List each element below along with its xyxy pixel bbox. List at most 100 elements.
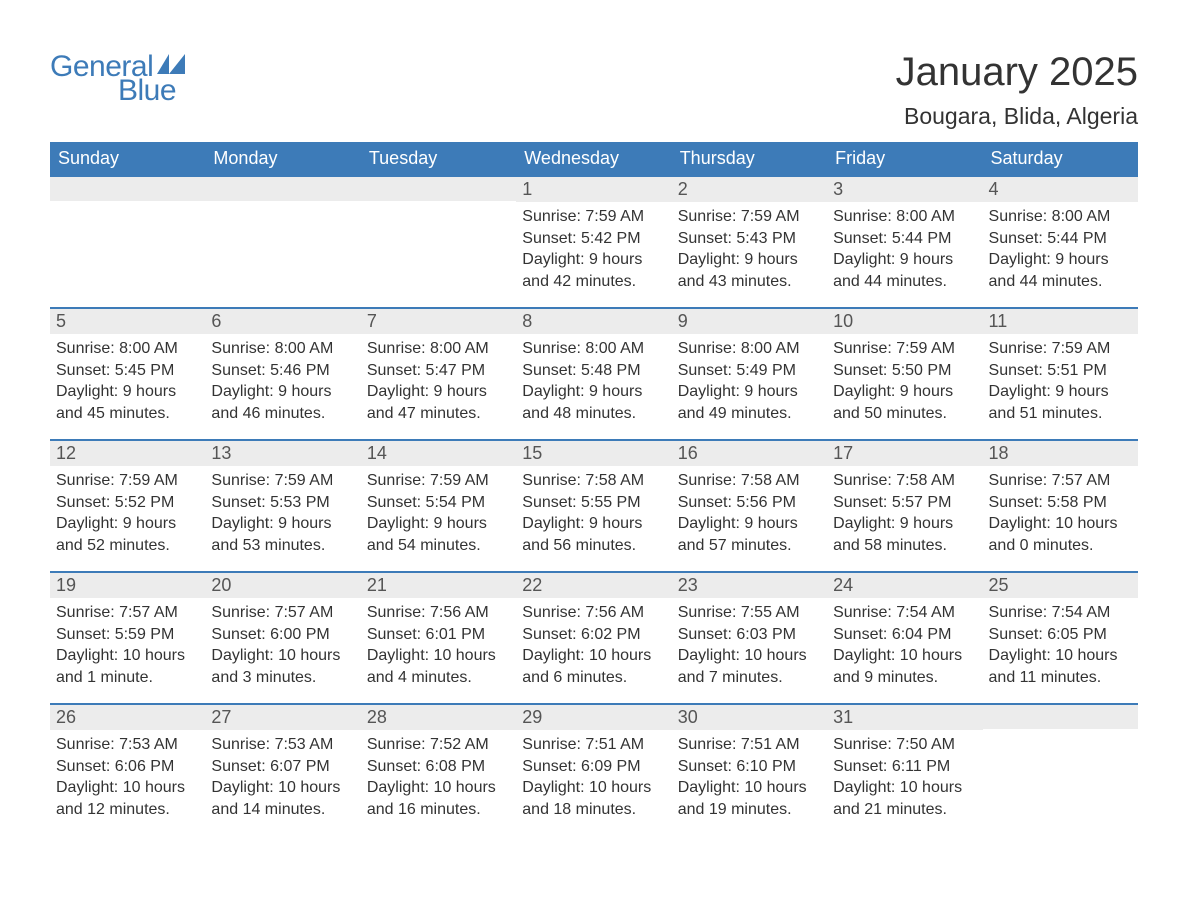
- day-number: 10: [827, 307, 982, 334]
- sunrise-line: Sunrise: 7:50 AM: [833, 734, 976, 756]
- daylight-line: Daylight: 9 hours and 50 minutes.: [833, 381, 976, 424]
- day-detail: Sunrise: 8:00 AMSunset: 5:46 PMDaylight:…: [205, 334, 360, 430]
- sunrise-line: Sunrise: 7:59 AM: [56, 470, 199, 492]
- calendar-day-cell: [983, 703, 1138, 835]
- sunset-line: Sunset: 5:57 PM: [833, 492, 976, 514]
- day-detail: Sunrise: 7:54 AMSunset: 6:05 PMDaylight:…: [983, 598, 1138, 694]
- sunrise-line: Sunrise: 7:58 AM: [522, 470, 665, 492]
- day-detail: Sunrise: 7:59 AMSunset: 5:51 PMDaylight:…: [983, 334, 1138, 430]
- sunset-line: Sunset: 6:03 PM: [678, 624, 821, 646]
- day-detail: Sunrise: 7:59 AMSunset: 5:50 PMDaylight:…: [827, 334, 982, 430]
- daylight-line: Daylight: 10 hours and 3 minutes.: [211, 645, 354, 688]
- calendar-day-cell: 16 Sunrise: 7:58 AMSunset: 5:56 PMDayligh…: [672, 439, 827, 571]
- calendar-day-cell: 14Sunrise: 7:59 AMSunset: 5:54 PMDayligh…: [361, 439, 516, 571]
- daylight-line: Daylight: 10 hours and 18 minutes.: [522, 777, 665, 820]
- sunset-line: Sunset: 6:10 PM: [678, 756, 821, 778]
- day-number: 16: [672, 439, 827, 466]
- sunset-line: Sunset: 5:49 PM: [678, 360, 821, 382]
- day-detail: Sunrise: 7:59 AMSunset: 5:53 PMDaylight:…: [205, 466, 360, 562]
- daylight-line: Daylight: 10 hours and 14 minutes.: [211, 777, 354, 820]
- daylight-line: Daylight: 9 hours and 42 minutes.: [522, 249, 665, 292]
- day-detail: Sunrise: 7:59 AMSunset: 5:54 PMDaylight:…: [361, 466, 516, 562]
- calendar-day-cell: 12Sunrise: 7:59 AMSunset: 5:52 PMDayligh…: [50, 439, 205, 571]
- calendar-day-cell: 22Sunrise: 7:56 AMSunset: 6:02 PMDayligh…: [516, 571, 671, 703]
- calendar-day-cell: 4Sunrise: 8:00 AMSunset: 5:44 PMDaylight…: [983, 175, 1138, 307]
- logo-text-blue: Blue: [118, 74, 176, 108]
- sunrise-line: Sunrise: 7:57 AM: [989, 470, 1132, 492]
- day-detail: Sunrise: 8:00 AMSunset: 5:49 PMDaylight:…: [672, 334, 827, 430]
- calendar-day-cell: 13Sunrise: 7:59 AMSunset: 5:53 PMDayligh…: [205, 439, 360, 571]
- day-number: 14: [361, 439, 516, 466]
- day-number: 22: [516, 571, 671, 598]
- calendar-week-row: 5Sunrise: 8:00 AMSunset: 5:45 PMDaylight…: [50, 307, 1138, 439]
- sunset-line: Sunset: 6:07 PM: [211, 756, 354, 778]
- sunset-line: Sunset: 5:52 PM: [56, 492, 199, 514]
- day-number-empty: [50, 175, 205, 201]
- logo-flag-icon: [157, 54, 185, 74]
- day-detail: Sunrise: 7:54 AMSunset: 6:04 PMDaylight:…: [827, 598, 982, 694]
- sunset-line: Sunset: 5:48 PM: [522, 360, 665, 382]
- day-detail: Sunrise: 8:00 AMSunset: 5:47 PMDaylight:…: [361, 334, 516, 430]
- daylight-line: Daylight: 10 hours and 4 minutes.: [367, 645, 510, 688]
- sunset-line: Sunset: 6:06 PM: [56, 756, 199, 778]
- sunrise-line: Sunrise: 7:54 AM: [833, 602, 976, 624]
- day-number: 29: [516, 703, 671, 730]
- day-detail: Sunrise: 7:52 AMSunset: 6:08 PMDaylight:…: [361, 730, 516, 826]
- calendar-day-cell: 8Sunrise: 8:00 AMSunset: 5:48 PMDaylight…: [516, 307, 671, 439]
- sunrise-line: Sunrise: 7:57 AM: [211, 602, 354, 624]
- day-detail: Sunrise: 7:56 AMSunset: 6:02 PMDaylight:…: [516, 598, 671, 694]
- day-detail: Sunrise: 7:53 AMSunset: 6:06 PMDaylight:…: [50, 730, 205, 826]
- calendar-day-cell: 21Sunrise: 7:56 AMSunset: 6:01 PMDayligh…: [361, 571, 516, 703]
- sunrise-line: Sunrise: 7:54 AM: [989, 602, 1132, 624]
- daylight-line: Daylight: 9 hours and 52 minutes.: [56, 513, 199, 556]
- day-number: 20: [205, 571, 360, 598]
- calendar-day-cell: 6Sunrise: 8:00 AMSunset: 5:46 PMDaylight…: [205, 307, 360, 439]
- calendar-day-cell: 26Sunrise: 7:53 AMSunset: 6:06 PMDayligh…: [50, 703, 205, 835]
- day-number: 30: [672, 703, 827, 730]
- day-number: 19: [50, 571, 205, 598]
- sunset-line: Sunset: 5:44 PM: [989, 228, 1132, 250]
- calendar-day-cell: 19Sunrise: 7:57 AMSunset: 5:59 PMDayligh…: [50, 571, 205, 703]
- day-number-empty: [983, 703, 1138, 729]
- day-number: 11: [983, 307, 1138, 334]
- sunset-line: Sunset: 5:51 PM: [989, 360, 1132, 382]
- weekday-header: Friday: [827, 142, 982, 175]
- day-number: 3: [827, 175, 982, 202]
- sunrise-line: Sunrise: 7:56 AM: [367, 602, 510, 624]
- calendar-week-row: 12Sunrise: 7:59 AMSunset: 5:52 PMDayligh…: [50, 439, 1138, 571]
- sunset-line: Sunset: 5:55 PM: [522, 492, 665, 514]
- sunset-line: Sunset: 5:56 PM: [678, 492, 821, 514]
- day-number: 15: [516, 439, 671, 466]
- day-detail: Sunrise: 7:51 AMSunset: 6:09 PMDaylight:…: [516, 730, 671, 826]
- calendar-day-cell: 27 Sunrise: 7:53 AMSunset: 6:07 PMDayligh…: [205, 703, 360, 835]
- daylight-line: Daylight: 9 hours and 54 minutes.: [367, 513, 510, 556]
- day-detail: Sunrise: 7:55 AMSunset: 6:03 PMDaylight:…: [672, 598, 827, 694]
- calendar-day-cell: 31Sunrise: 7:50 AMSunset: 6:11 PMDayligh…: [827, 703, 982, 835]
- day-detail: Sunrise: 7:51 AMSunset: 6:10 PMDaylight:…: [672, 730, 827, 826]
- day-detail: Sunrise: 7:56 AMSunset: 6:01 PMDaylight:…: [361, 598, 516, 694]
- calendar-week-row: 19Sunrise: 7:57 AMSunset: 5:59 PMDayligh…: [50, 571, 1138, 703]
- weekday-header: Thursday: [672, 142, 827, 175]
- sunrise-line: Sunrise: 7:59 AM: [367, 470, 510, 492]
- daylight-line: Daylight: 9 hours and 57 minutes.: [678, 513, 821, 556]
- calendar-day-cell: 7Sunrise: 8:00 AMSunset: 5:47 PMDaylight…: [361, 307, 516, 439]
- daylight-line: Daylight: 10 hours and 19 minutes.: [678, 777, 821, 820]
- title-block: January 2025 Bougara, Blida, Algeria: [896, 50, 1138, 130]
- calendar-day-cell: 24Sunrise: 7:54 AMSunset: 6:04 PMDayligh…: [827, 571, 982, 703]
- day-detail: Sunrise: 8:00 AMSunset: 5:48 PMDaylight:…: [516, 334, 671, 430]
- logo: General Blue: [50, 50, 185, 108]
- day-number: 21: [361, 571, 516, 598]
- sunset-line: Sunset: 6:08 PM: [367, 756, 510, 778]
- day-number: 7: [361, 307, 516, 334]
- calendar-body: 1Sunrise: 7:59 AMSunset: 5:42 PMDaylight…: [50, 175, 1138, 835]
- sunrise-line: Sunrise: 7:53 AM: [211, 734, 354, 756]
- day-number: 27: [205, 703, 360, 730]
- daylight-line: Daylight: 9 hours and 48 minutes.: [522, 381, 665, 424]
- daylight-line: Daylight: 9 hours and 44 minutes.: [833, 249, 976, 292]
- daylight-line: Daylight: 9 hours and 44 minutes.: [989, 249, 1132, 292]
- day-number: 9: [672, 307, 827, 334]
- sunrise-line: Sunrise: 7:58 AM: [678, 470, 821, 492]
- calendar-day-cell: 17Sunrise: 7:58 AMSunset: 5:57 PMDayligh…: [827, 439, 982, 571]
- daylight-line: Daylight: 10 hours and 21 minutes.: [833, 777, 976, 820]
- daylight-line: Daylight: 10 hours and 9 minutes.: [833, 645, 976, 688]
